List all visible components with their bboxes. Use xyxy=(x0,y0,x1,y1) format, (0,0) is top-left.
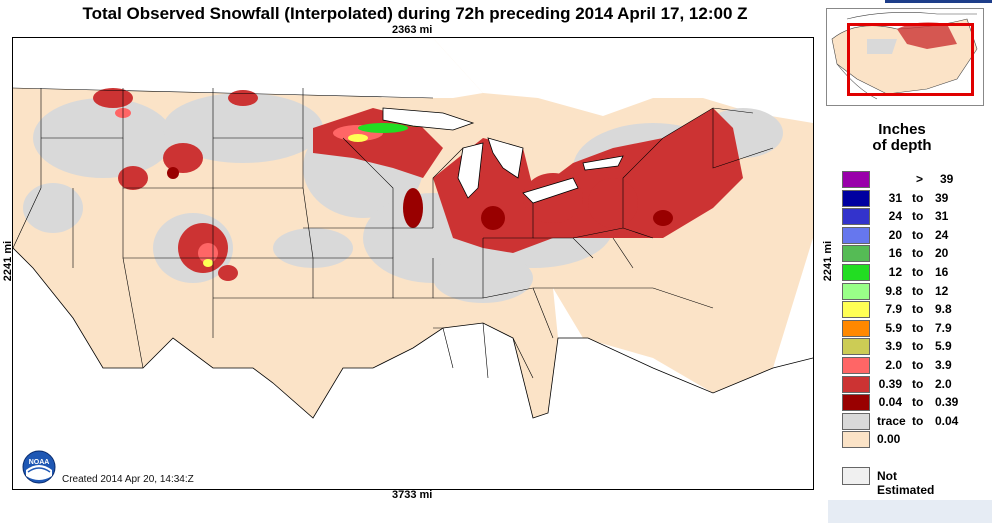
legend-swatch xyxy=(842,189,870,207)
legend-high: 12 xyxy=(935,283,949,298)
legend-swatch xyxy=(842,282,870,300)
legend-prefix: > xyxy=(916,172,924,186)
noaa-logo-text: NOAA xyxy=(29,459,50,466)
legend-low: 9.8 xyxy=(885,283,902,298)
legend-value: 0.00 xyxy=(877,432,901,447)
legend-high: 3.9 xyxy=(935,357,952,372)
legend-high: 24 xyxy=(935,227,949,242)
legend-to: to xyxy=(912,264,924,279)
legend-high: 31 xyxy=(935,209,949,224)
legend-low: 3.9 xyxy=(885,339,902,354)
snow-0.04-to-0.39-areas xyxy=(167,167,673,230)
distance-top-label: 2363 mi xyxy=(392,24,433,36)
legend-low: 5.9 xyxy=(885,320,902,335)
legend-low: 0.04 xyxy=(878,395,902,410)
legend-high: 5.9 xyxy=(935,339,952,354)
distance-bottom-label: 3733 mi xyxy=(392,489,433,501)
legend-to: to xyxy=(912,227,924,242)
legend-to: to xyxy=(912,302,924,317)
legend-swatch xyxy=(842,375,870,393)
legend-high: 16 xyxy=(935,264,949,279)
legend-swatch xyxy=(842,394,870,412)
legend-swatch xyxy=(842,431,870,449)
legend-low: 16 xyxy=(888,246,902,261)
created-timestamp: Created 2014 Apr 20, 14:34:Z xyxy=(62,474,194,485)
legend-to: to xyxy=(912,283,924,298)
legend-low: 7.9 xyxy=(885,302,902,317)
legend-low: 12 xyxy=(888,264,902,279)
header-bar xyxy=(885,0,992,3)
legend-swatch xyxy=(842,356,870,374)
legend-high: 7.9 xyxy=(935,320,952,335)
legend-low: 24 xyxy=(888,209,902,224)
legend-title-line2: of depth xyxy=(872,137,932,154)
legend-swatch xyxy=(842,245,870,263)
legend-to: to xyxy=(912,357,924,372)
inset-map-canvas xyxy=(831,12,978,100)
legend-swatch xyxy=(842,208,870,226)
snowfall-map[interactable] xyxy=(12,37,814,490)
canada-area xyxy=(13,38,483,98)
state-borders xyxy=(13,87,774,379)
legend-high: 39 xyxy=(940,172,954,186)
legend-to: to xyxy=(912,190,924,205)
legend-title: Inches of depth xyxy=(842,122,962,154)
legend-swatch xyxy=(842,319,870,337)
footer-bar xyxy=(828,500,992,523)
distance-right-label: 2241 mi xyxy=(822,240,835,282)
legend-to: to xyxy=(912,320,924,335)
legend-to: to xyxy=(912,376,924,391)
legend-swatch xyxy=(842,301,870,319)
legend-low: 2.0 xyxy=(885,357,902,372)
legend-to: to xyxy=(912,209,924,224)
legend-high: 39 xyxy=(935,190,949,205)
inset-highlight-box xyxy=(847,23,974,96)
legend-swatch xyxy=(842,226,870,244)
map-canvas xyxy=(13,38,813,489)
legend-low: 31 xyxy=(888,190,902,205)
legend-title-line1: Inches xyxy=(878,121,926,138)
legend-high: 2.0 xyxy=(935,376,952,391)
gulf-area xyxy=(343,323,533,489)
noaa-logo-icon: NOAA xyxy=(22,450,56,484)
mexico-area xyxy=(13,248,343,489)
coastline xyxy=(13,247,813,419)
legend-high: 0.39 xyxy=(935,395,959,410)
legend-to: to xyxy=(912,395,924,410)
legend-not-estimated-label: Not Estimated xyxy=(877,469,935,497)
legend-swatch xyxy=(842,171,870,188)
legend-low: 0.39 xyxy=(878,376,902,391)
legend-high: 9.8 xyxy=(935,302,952,317)
atlantic-area xyxy=(553,238,813,489)
legend-to: to xyxy=(912,246,924,261)
legend-high: 20 xyxy=(935,246,949,261)
legend-swatch xyxy=(842,338,870,356)
legend-to: to xyxy=(912,339,924,354)
legend-low: trace xyxy=(877,413,906,428)
legend-swatch-not-estimated xyxy=(842,467,870,485)
great-lakes xyxy=(382,107,624,204)
legend-high: 0.04 xyxy=(935,413,959,428)
legend-to: to xyxy=(912,413,924,428)
map-title: Total Observed Snowfall (Interpolated) d… xyxy=(82,4,748,23)
legend-swatch xyxy=(842,412,870,430)
legend-swatch xyxy=(842,263,870,281)
legend-low: 20 xyxy=(888,227,902,242)
inset-locator-map xyxy=(826,8,984,106)
